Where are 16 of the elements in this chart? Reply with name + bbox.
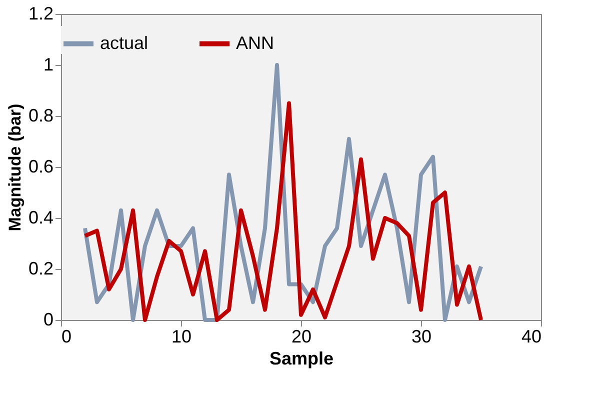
y-tick-label: 1 [43,54,54,74]
y-tick-label: 0.2 [28,258,54,278]
legend-label: ANN [236,32,274,53]
x-tick-label: 10 [171,326,192,346]
legend-label: actual [100,32,148,53]
x-tick-label: 0 [62,326,72,346]
y-axis-title: Magnitude (bar) [5,104,24,232]
y-tick-label: 0 [43,310,54,330]
x-tick-label: 40 [521,326,542,346]
y-tick-label: 0.6 [28,156,54,176]
x-tick-label: 20 [291,326,312,346]
y-tick-label: 0.4 [28,208,54,228]
y-tick-label: 1.2 [28,4,54,24]
y-tick-label: 0.8 [28,106,54,126]
x-tick-label: 30 [411,326,432,346]
x-axis-title: Sample [269,348,334,368]
